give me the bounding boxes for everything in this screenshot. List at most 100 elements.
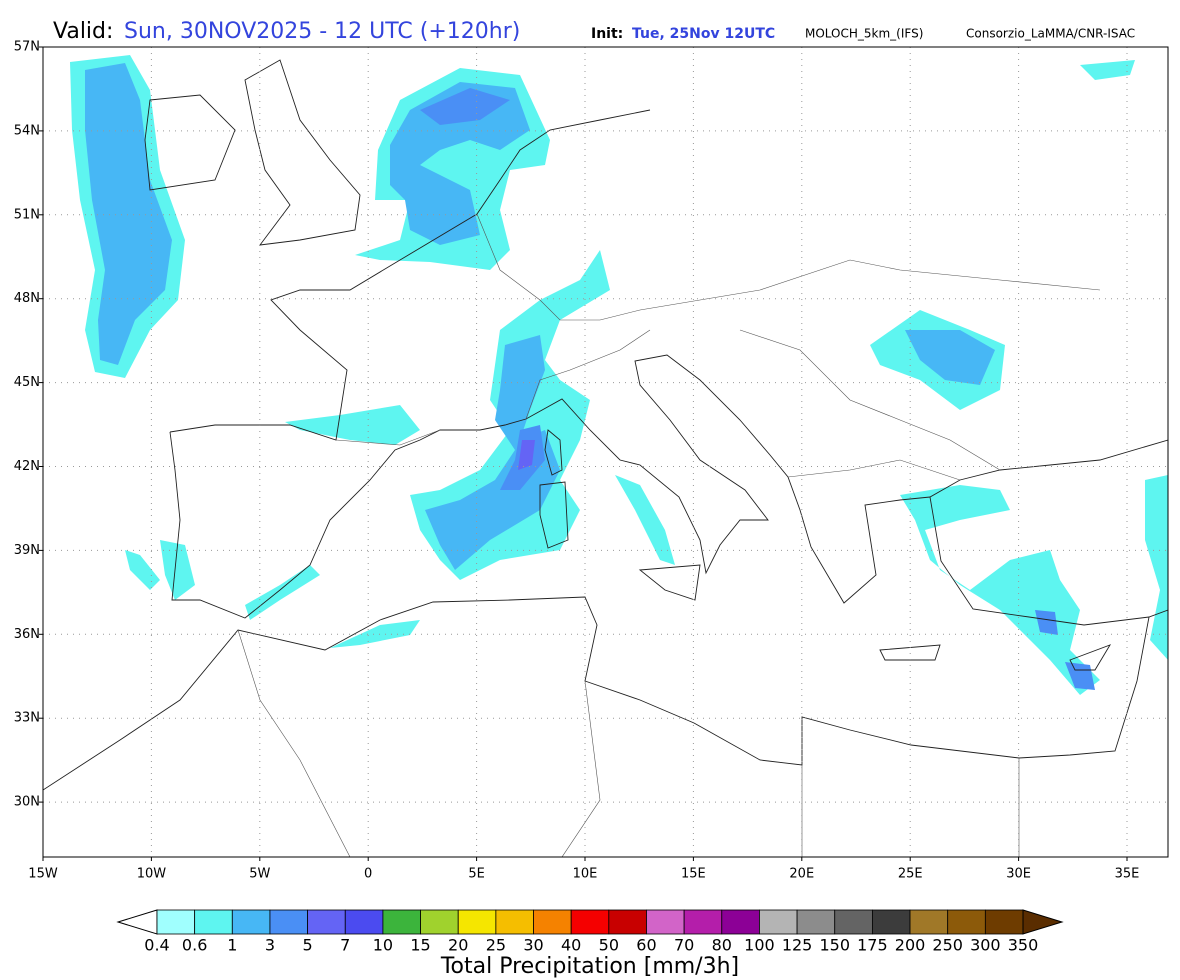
precip-area [390,82,530,245]
lon-label: 30E [1006,867,1031,882]
lon-label: 10W [137,867,167,882]
coastline [244,59,361,246]
colorbar-label: 3 [265,936,275,955]
colorbar-box [533,909,572,935]
coastline [169,354,1168,619]
colorbar-label: 60 [636,936,656,955]
colorbar-box [457,909,497,935]
init-time: Tue, 25Nov 12UTC [632,26,775,42]
coastline [1069,644,1112,671]
precip-area [1145,475,1168,660]
colorbar-box [570,909,610,935]
lon-label: 0 [364,867,372,882]
precip-area [900,485,1100,695]
colorbar-label: 25 [486,936,506,955]
colorbar-box [759,909,798,935]
colorbar-box [608,909,647,935]
coastline [169,109,651,441]
lon-label: 15E [681,867,706,882]
colorbar-label: 300 [970,936,1001,955]
precip-area [1065,662,1095,690]
colorbar-box [984,909,1024,935]
colorbar-label: 200 [895,936,926,955]
lat-label: 51N [14,207,40,222]
lat-label: 57N [14,40,40,55]
lat-label: 30N [14,795,40,810]
colorbar-label: 30 [523,936,543,955]
colorbar-box [156,909,196,935]
lon-label: 20E [789,867,814,882]
precip-area [1035,610,1058,635]
colorbar-label: 10 [373,936,393,955]
lat-label: 33N [14,711,40,726]
graticule [39,46,1168,861]
lat-label: 45N [14,375,40,390]
lon-label: 35E [1115,867,1140,882]
colorbar-label: 15 [410,936,430,955]
lat-label: 36N [14,627,40,642]
map-layers [43,55,1168,857]
colorbar-box [382,909,421,935]
colorbar-label: 0.4 [144,936,169,955]
map-area [39,46,1169,861]
coastline [144,94,236,191]
colorbar-box [269,909,309,935]
colorbar-label: 150 [819,936,850,955]
colorbar-box [796,909,836,935]
colorbar-label: 1 [227,936,237,955]
lon-label: 5W [249,867,270,882]
colorbar-label: 250 [932,936,963,955]
lon-label: 10E [573,867,598,882]
colorbar-box [646,909,685,935]
precip-area [518,440,535,470]
precip-area [420,88,510,125]
precip-area [160,540,195,600]
colorbar-box [947,909,986,935]
colorbar-label: 7 [340,936,350,955]
colorbar-label: 5 [303,936,313,955]
lat-label: 54N [14,123,40,138]
lat-label: 48N [14,291,40,306]
colorbar-label: 80 [712,936,732,955]
precip-area [330,620,420,648]
coastlines [43,59,1168,791]
init-label: Init: [591,26,623,42]
colorbar-box [231,909,271,935]
lat-label: 39N [14,543,40,558]
colorbar-box [721,909,760,935]
coastline [544,429,563,476]
coastline [539,481,569,549]
valid-time: Sun, 30NOV2025 - 12 UTC (+120hr) [124,19,520,44]
coastline [43,596,1150,791]
colorbar-box [834,909,873,935]
colorbar-label: 100 [744,936,775,955]
lon-label: 15W [28,867,58,882]
map-frame [42,46,1169,858]
colorbar-arrow [116,909,158,935]
precipitation-field [70,55,1168,695]
coastline [638,564,701,601]
colorbar-label: 0.6 [182,936,207,955]
precip-area [85,63,172,365]
colorbar-title: Total Precipitation [mm/3h] [440,954,739,979]
source-name: Consorzio_LaMMA/CNR-ISAC [966,27,1135,41]
colorbar-label: 50 [599,936,619,955]
precip-area [905,330,995,385]
precip-area [285,405,420,445]
model-name: MOLOCH_5km_(IFS) [805,27,923,41]
precip-area [125,550,160,590]
valid-label: Valid: [53,19,113,44]
lon-label: 5E [468,867,485,882]
colorbar-box [194,909,233,935]
colorbar-box [420,909,459,935]
lon-label: 25E [898,867,923,882]
colorbar-box [871,909,911,935]
colorbar-arrow [1022,909,1064,935]
lat-label: 42N [14,459,40,474]
colorbar-label: 350 [1008,936,1039,955]
precip-area [245,565,320,620]
colorbar-label: 175 [857,936,888,955]
colorbar-label: 70 [674,936,694,955]
colorbar-label: 40 [561,936,581,955]
